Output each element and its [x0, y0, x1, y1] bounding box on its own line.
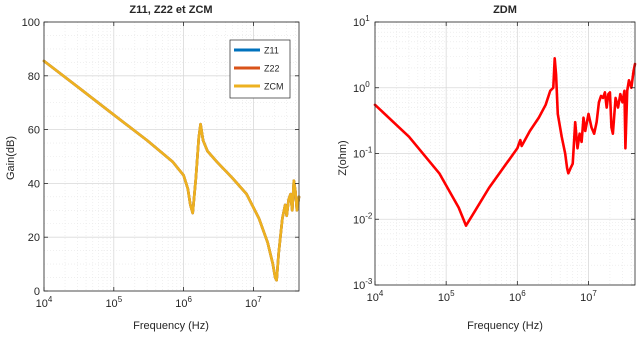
- y-tick-label: 80: [28, 71, 40, 83]
- y-tick-label: 100: [22, 17, 40, 29]
- legend: Z11 Z22 ZCM: [229, 39, 291, 99]
- chart-zdm: ZDM Frequency (Hz) Z(ohm) 104 105 106 10710…: [337, 4, 637, 332]
- chart-z11-z22-zcm: Z11, Z22 et ZCM Frequency (Hz) Gain(dB) …: [5, 4, 301, 332]
- y-tick-label: 10-1: [353, 146, 373, 161]
- x-tick-label: 107: [245, 295, 262, 310]
- y-tick-label: 60: [28, 125, 40, 137]
- y-tick-label: 100: [353, 80, 370, 95]
- series-line: [373, 57, 637, 227]
- ticks: 104 105 106 107 10-3 10-2 10-1 100 101: [353, 14, 635, 304]
- x-tick-label: 107: [580, 289, 597, 304]
- y-tick-label: 101: [353, 14, 370, 29]
- chart-title: Z11, Z22 et ZCM: [129, 4, 212, 16]
- legend-label: Z22: [264, 64, 280, 74]
- y-tick-label: 0: [34, 286, 40, 298]
- y-axis-label: Gain(dB): [5, 136, 17, 180]
- series-group: [373, 57, 637, 227]
- x-axis-label: Frequency (Hz): [467, 320, 543, 332]
- chart-title: ZDM: [493, 4, 517, 16]
- x-axis-label: Frequency (Hz): [133, 320, 209, 332]
- y-tick-label: 10-3: [353, 277, 373, 292]
- ticks: 104 105 106 107 0 20 40 60 80 100: [22, 17, 299, 310]
- x-tick-label: 104: [367, 289, 384, 304]
- x-tick-label: 105: [438, 289, 455, 304]
- x-tick-label: 106: [509, 289, 526, 304]
- legend-label: ZCM: [264, 82, 284, 92]
- series-group: [42, 59, 301, 282]
- y-tick-label: 40: [28, 178, 40, 190]
- x-tick-label: 104: [36, 295, 53, 310]
- x-tick-label: 105: [105, 295, 122, 310]
- y-axis-label: Z(ohm): [337, 140, 349, 175]
- x-tick-label: 106: [175, 295, 192, 310]
- axes-box: [43, 21, 300, 292]
- y-tick-label: 20: [28, 232, 40, 244]
- legend-label: Z11: [264, 46, 279, 56]
- y-tick-label: 10-2: [353, 211, 373, 226]
- series-line-zcm: [42, 59, 301, 282]
